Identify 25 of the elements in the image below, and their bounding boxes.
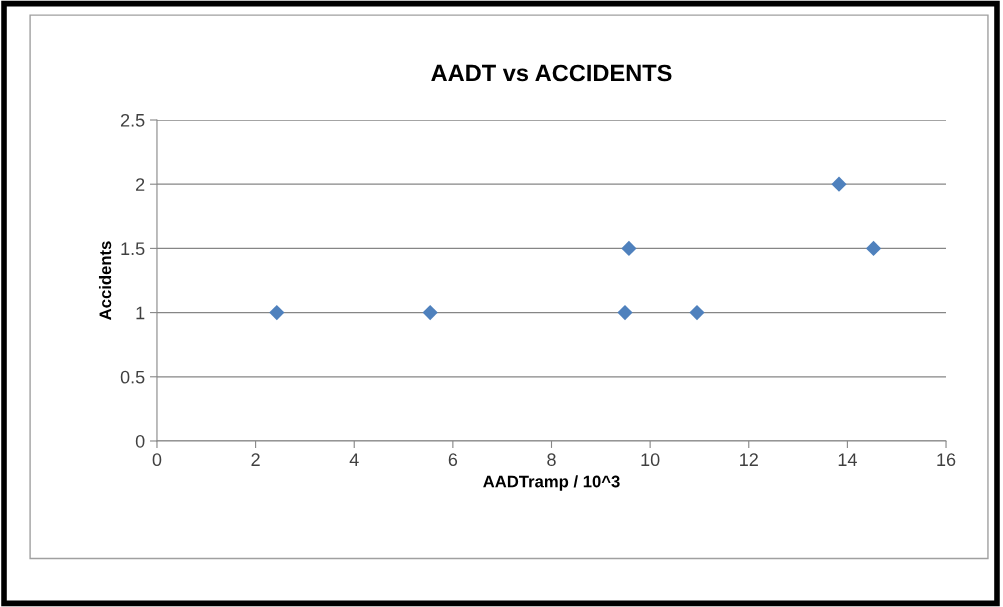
x-axis-title: AADTramp / 10^3 — [483, 475, 620, 491]
x-tick-label: 6 — [448, 453, 458, 467]
x-tick-label: 14 — [838, 453, 857, 466]
y-tick-label: 2.5 — [120, 113, 145, 127]
point — [269, 304, 285, 321]
point — [831, 176, 847, 192]
x-tick-label: 2 — [251, 453, 260, 466]
y-tick-label: 1.5 — [121, 242, 145, 256]
point — [865, 240, 882, 256]
point — [422, 304, 438, 321]
y-tick-label: 1 — [136, 306, 145, 320]
y-tick-label: 0.5 — [120, 370, 145, 384]
y-axis-title: Accidents — [98, 241, 112, 320]
x-tick-label: 0 — [152, 453, 162, 467]
x-tick-label: 16 — [937, 453, 956, 467]
x-tick-label: 12 — [740, 453, 758, 466]
y-tick-label: 0 — [135, 434, 145, 448]
chart-title: AADT vs ACCIDENTS — [431, 64, 672, 82]
y-tick-label: 2 — [136, 178, 145, 191]
x-tick-label: 4 — [349, 453, 359, 466]
x-tick-label: 10 — [641, 453, 660, 467]
point — [621, 240, 637, 256]
point — [689, 304, 705, 321]
x-tick-label: 8 — [547, 453, 556, 467]
point — [617, 304, 633, 321]
